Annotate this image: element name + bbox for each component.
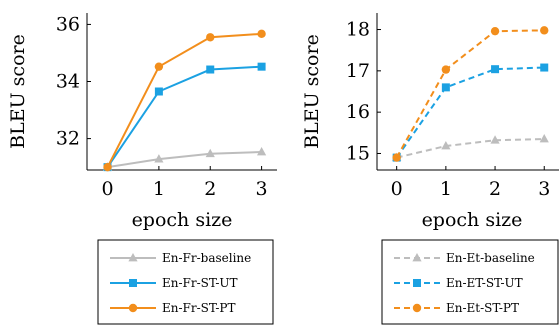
legend-label: En-Et-ST-PT <box>446 301 519 315</box>
y-tick-label: 16 <box>346 101 370 123</box>
data-point <box>206 65 215 74</box>
series-line-2 <box>106 65 262 168</box>
x-tick-label: 3 <box>538 178 550 200</box>
y-tick-label: 36 <box>56 13 80 35</box>
legend-label: En-Et-baseline <box>446 251 535 265</box>
series-line-1 <box>107 151 262 169</box>
legend-marker <box>412 303 422 313</box>
data-point <box>206 33 215 42</box>
legend-marker <box>412 253 422 262</box>
data-point <box>441 83 450 92</box>
y-axis-title: BLEU score <box>301 34 323 149</box>
data-point <box>441 65 451 74</box>
legend: En-Fr-baseline En-Fr-ST-UT En-Fr-ST-PT <box>97 239 274 325</box>
legend-label: En-Fr-baseline <box>162 251 251 265</box>
data-point <box>103 162 112 172</box>
x-tick-label: 3 <box>256 178 268 200</box>
series-line-1 <box>396 138 545 159</box>
data-point <box>257 62 266 71</box>
x-axis-title: epoch size <box>132 209 233 231</box>
series-line-2 <box>395 66 545 159</box>
legend-marker <box>128 303 138 313</box>
y-tick-label: 34 <box>56 71 80 93</box>
y-tick-label: 18 <box>346 19 370 41</box>
data-point <box>540 63 549 72</box>
x-axis-title: epoch size <box>422 209 523 231</box>
data-point <box>490 135 500 144</box>
x-tick-label: 2 <box>489 178 501 200</box>
legend-marker <box>129 279 137 287</box>
series-line-3 <box>106 32 262 168</box>
y-tick-label: 17 <box>346 60 370 82</box>
y-tick-label: 32 <box>56 128 80 150</box>
y-tick-label: 15 <box>346 142 370 164</box>
legend-label: En-ET-ST-UT <box>446 276 523 290</box>
x-tick-label: 2 <box>204 178 216 200</box>
legend-marker <box>413 279 421 287</box>
chart-2: 0 1 2 3 15 16 17 18 epoch size BLEU score En-Et-ba… <box>301 13 559 325</box>
x-tick-label: 1 <box>153 178 165 200</box>
legend-label: En-Fr-ST-PT <box>162 301 235 315</box>
legend: En-Et-baseline En-ET-ST-UT En-Et-ST-PT <box>381 239 559 325</box>
data-point <box>257 29 266 39</box>
legend-label: En-Fr-ST-UT <box>162 276 238 290</box>
data-point <box>441 141 451 150</box>
data-point <box>392 153 401 162</box>
data-point <box>154 154 164 163</box>
series-line-3 <box>395 29 545 159</box>
data-point <box>539 134 549 143</box>
chart-1: 0 1 2 3 32 34 36 epoch size BLEU score En-Fr-base… <box>7 13 277 325</box>
legend-box <box>381 239 559 325</box>
data-point <box>540 26 549 35</box>
data-point <box>154 87 163 96</box>
data-point <box>491 65 500 74</box>
data-point <box>154 62 164 71</box>
legend-marker <box>128 253 138 262</box>
data-point <box>256 147 267 156</box>
data-point <box>205 148 215 158</box>
data-point <box>490 26 500 36</box>
x-tick-label: 0 <box>391 178 403 200</box>
x-tick-label: 1 <box>440 178 452 200</box>
x-tick-label: 0 <box>101 178 113 200</box>
y-axis-title: BLEU score <box>7 34 29 149</box>
